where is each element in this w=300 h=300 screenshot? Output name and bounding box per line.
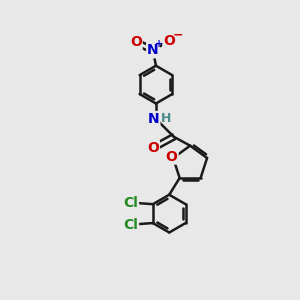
Text: Cl: Cl (123, 196, 138, 210)
Text: O: O (147, 141, 159, 155)
Text: −: − (172, 28, 183, 41)
Text: O: O (166, 149, 178, 164)
Text: +: + (155, 39, 164, 49)
Text: O: O (130, 35, 142, 49)
Text: Cl: Cl (123, 218, 138, 232)
Text: O: O (164, 34, 175, 48)
Text: N: N (147, 43, 159, 57)
Text: N: N (148, 112, 159, 126)
Text: H: H (160, 112, 171, 125)
